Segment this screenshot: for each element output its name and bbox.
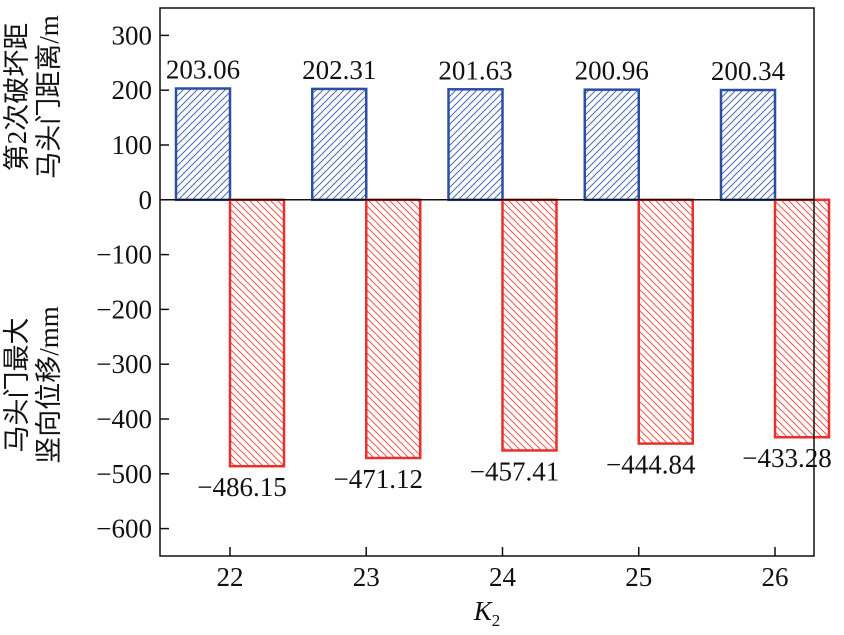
y-tick-label: −500 [96, 459, 152, 489]
bars [174, 87, 831, 468]
data-label-positive-24: 201.63 [438, 55, 512, 85]
y-tick-label: 0 [139, 185, 153, 215]
y-tick-label: 200 [112, 75, 153, 105]
bar-negative-24 [501, 198, 558, 452]
y-axis-title-bottom-line1: 马头门最大 [2, 318, 32, 453]
y-axis-title-top-line1: 第2次破坏距 [2, 23, 32, 172]
plot-frame [159, 7, 815, 557]
data-label-negative-25: −444.84 [606, 450, 696, 480]
data-label-negative-22: −486.15 [197, 472, 286, 502]
data-label-positive-26: 200.34 [711, 56, 786, 86]
data-label-positive-23: 202.31 [302, 55, 376, 85]
bar-positive-23 [311, 87, 368, 202]
y-tick-label: −200 [96, 294, 152, 324]
axes: 300 200 100 0 −100 −200 −300 −400 −500 −600 22 23 24… [96, 7, 815, 592]
y-tick-label: −600 [96, 514, 152, 544]
x-tick-label: 22 [217, 562, 244, 592]
x-tick-label: 24 [489, 562, 517, 592]
x-tick-label: 23 [353, 562, 380, 592]
y-axis-title-top-line2: 马头门距离/m [34, 15, 64, 179]
y-tick-label: −300 [96, 349, 152, 379]
bar-positive-26 [719, 88, 777, 202]
y-tick-label: 300 [112, 20, 153, 50]
x-axis-title-subscript: 2 [492, 611, 501, 630]
data-label-positive-25: 200.96 [575, 56, 649, 86]
y-tick-label: −100 [96, 240, 152, 270]
bar-positive-25 [583, 88, 640, 202]
data-label-negative-26: −433.28 [742, 443, 831, 473]
y-axis-title-top: 第2次破坏距 马头门距离/m [2, 15, 64, 179]
bar-negative-26 [773, 198, 831, 439]
x-tick-label: 25 [625, 562, 652, 592]
y-tick-label: 100 [112, 130, 153, 160]
x-axis-title: K2 [473, 596, 501, 630]
bar-negative-22 [228, 198, 286, 468]
x-axis-title-main: K [473, 596, 494, 626]
data-labels: 203.06 −486.15 202.31 −471.12 201.63 −457.41 2… [166, 55, 832, 503]
data-label-positive-22: 203.06 [166, 55, 240, 85]
data-label-negative-24: −457.41 [470, 456, 559, 486]
y-tick-label: −400 [96, 404, 152, 434]
data-label-negative-23: −471.12 [334, 464, 423, 494]
bar-negative-25 [637, 198, 694, 445]
bar-positive-24 [447, 88, 504, 202]
y-axis-title-bottom: 马头门最大 竖向位移/mm [2, 306, 64, 464]
y-axis-title-bottom-line2: 竖向位移/mm [34, 306, 64, 464]
bar-positive-22 [174, 87, 232, 202]
x-tick-label: 26 [762, 562, 789, 592]
bar-negative-23 [365, 198, 422, 460]
